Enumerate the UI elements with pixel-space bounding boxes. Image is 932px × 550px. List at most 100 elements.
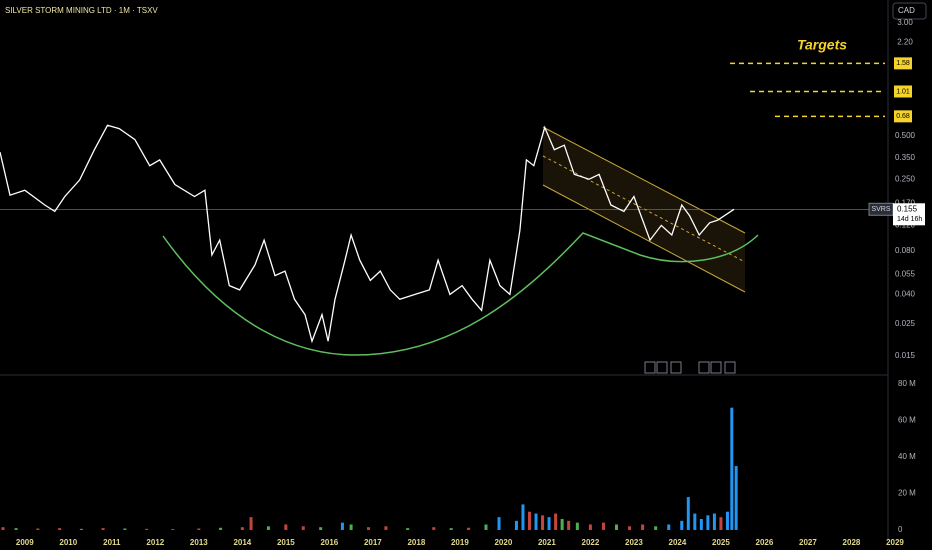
last-price-box (893, 203, 925, 226)
x-tick-label: 2019 (451, 538, 469, 547)
volume-bar (547, 517, 551, 530)
volume-tick-label: 40 M (898, 452, 916, 461)
x-tick-label: 2016 (320, 538, 338, 547)
volume-bar (699, 519, 703, 530)
volume-bar (680, 520, 684, 530)
symbol-label: SVRS (871, 206, 890, 213)
x-tick-label: 2024 (669, 538, 687, 547)
volume-bar (693, 513, 697, 530)
volume-bar (197, 528, 201, 530)
volume-bar (467, 527, 471, 530)
volume-bar (641, 524, 645, 530)
x-tick-label: 2025 (712, 538, 730, 547)
volume-bar (240, 527, 244, 530)
volume-bar (601, 522, 605, 530)
volume-bar (349, 524, 353, 530)
volume-bar (79, 528, 83, 530)
volume-bar (406, 528, 410, 530)
chart-title: SILVER STORM MINING LTD · 1M · TSXV (5, 6, 158, 15)
price-line (0, 124, 735, 344)
volume-tick-label: 20 M (898, 489, 916, 498)
target-label-box (894, 85, 912, 98)
volume-bar (628, 526, 632, 530)
volume-bar (449, 528, 453, 530)
volume-bar (560, 519, 564, 530)
y-tick-label: 0.055 (895, 270, 916, 279)
targets-annotation: Targets (797, 37, 847, 53)
x-tick-label: 2013 (190, 538, 208, 547)
volume-bar (730, 407, 734, 530)
y-tick-label: 0.170 (895, 199, 916, 208)
target-label: 0.68 (896, 113, 910, 120)
x-tick-label: 2018 (407, 538, 425, 547)
volume-bar (654, 526, 658, 530)
volume-bar (588, 524, 592, 530)
x-tick-label: 2026 (756, 538, 774, 547)
volume-bar (725, 511, 729, 530)
volume-bar (249, 517, 253, 530)
volume-bar (36, 528, 40, 530)
volume-tick-label: 0 (898, 525, 903, 534)
volume-bar (123, 528, 127, 530)
volume-bar (284, 524, 288, 530)
y-tick-label: 0.040 (895, 290, 916, 299)
volume-bar (719, 517, 723, 530)
volume-bar (534, 513, 538, 530)
x-tick-label: 2009 (16, 538, 34, 547)
x-tick-label: 2015 (277, 538, 295, 547)
x-tick-label: 2022 (582, 538, 600, 547)
x-tick-label: 2020 (494, 538, 512, 547)
target-label: 1.58 (896, 60, 910, 67)
y-tick-label: 0.025 (895, 319, 916, 328)
x-tick-label: 2014 (233, 538, 251, 547)
volume-bar (171, 529, 175, 530)
y-tick-label: 0.250 (895, 174, 916, 183)
volume-bar (484, 524, 488, 530)
x-tick-label: 2021 (538, 538, 556, 547)
volume-bar (384, 526, 388, 530)
volume-bar (219, 527, 223, 530)
target-label-box (894, 57, 912, 70)
volume-bar (615, 524, 619, 530)
volume-bar (432, 527, 436, 530)
volume-tick-label: 60 M (898, 416, 916, 425)
volume-bar (514, 520, 518, 530)
earnings-icons (644, 361, 736, 374)
volume-bar (1, 527, 5, 530)
last-price-label: 0.155 (897, 204, 918, 213)
volume-bar (575, 522, 579, 530)
x-tick-label: 2017 (364, 538, 382, 547)
volume-bar (340, 522, 344, 530)
volume-bar (706, 515, 710, 530)
channel-lower (542, 184, 746, 293)
x-tick-label: 2023 (625, 538, 643, 547)
y-tick-label: 2.20 (897, 38, 913, 47)
volume-bar (686, 497, 690, 530)
volume-bar (58, 528, 62, 530)
volume-bar (101, 528, 105, 530)
x-tick-label: 2012 (146, 538, 164, 547)
currency-button[interactable] (892, 2, 927, 20)
x-tick-label: 2029 (886, 538, 904, 547)
y-tick-label: 3.00 (897, 18, 913, 27)
x-tick-label: 2028 (843, 538, 861, 547)
channel-upper (542, 126, 746, 234)
volume-bar (734, 466, 738, 530)
volume-bar (567, 520, 571, 530)
volume-bar (367, 527, 371, 530)
x-tick-label: 2010 (59, 538, 77, 547)
volume-bar (712, 513, 716, 530)
volume-bar (266, 526, 270, 530)
y-tick-label: 0.500 (895, 131, 916, 140)
volume-bar (667, 524, 671, 530)
volume-bar (541, 515, 545, 530)
volume-bar (319, 527, 323, 530)
x-tick-label: 2011 (103, 538, 121, 547)
target-label-box (894, 110, 912, 123)
currency-label[interactable]: CAD (898, 6, 915, 15)
volume-tick-label: 80 M (898, 379, 916, 388)
cup-curve (162, 232, 759, 356)
volume-bar (301, 526, 305, 530)
